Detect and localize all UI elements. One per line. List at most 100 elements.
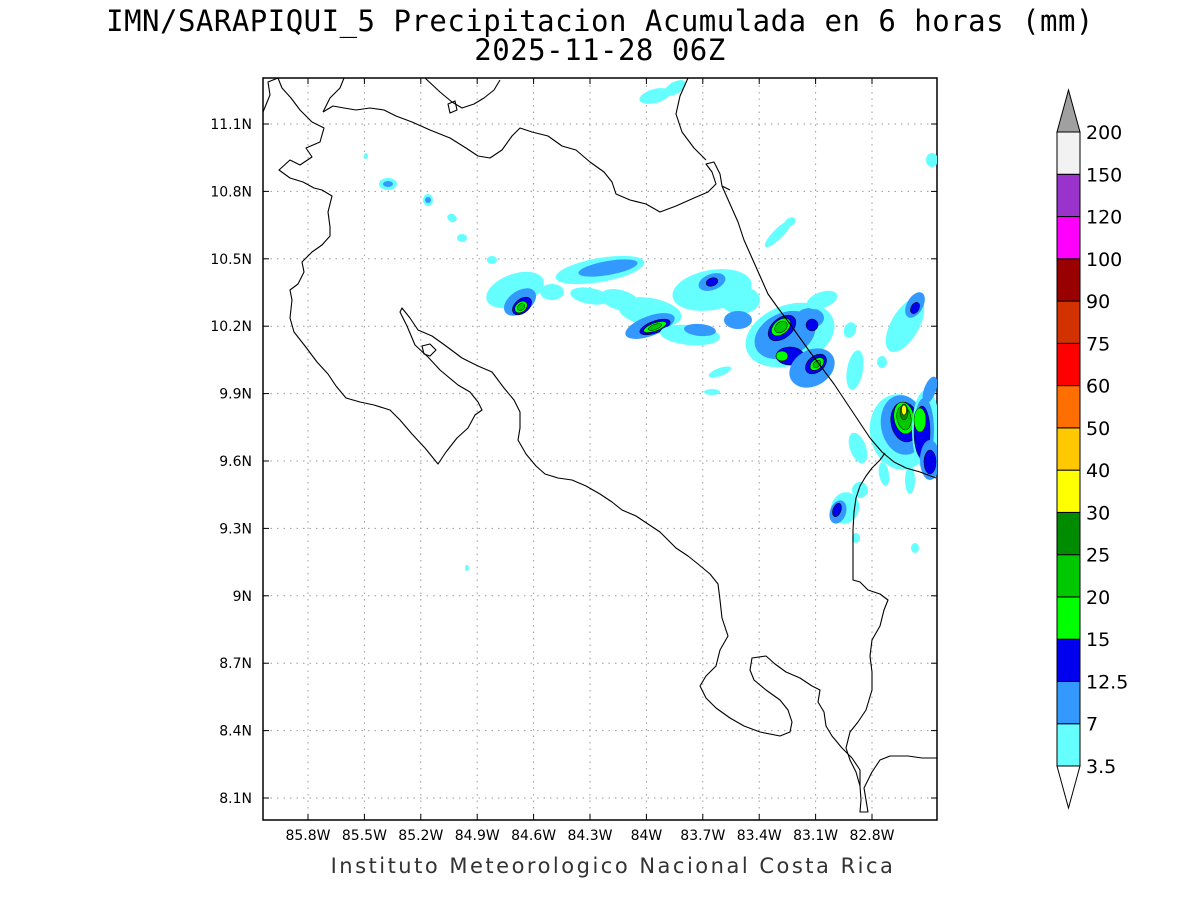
colorbar-swatch (1056, 342, 1081, 387)
rain-contour (570, 287, 610, 305)
y-tick-label: 9.6N (219, 454, 252, 470)
rain-contour (425, 197, 431, 203)
rain-contour (465, 565, 469, 571)
rain-contour (774, 320, 788, 334)
colorbar-swatch (1056, 511, 1081, 556)
rain-contour (852, 533, 860, 543)
border-nicaragua (322, 78, 345, 113)
rain-contour (684, 323, 716, 337)
x-tick-label: 83.7W (680, 828, 725, 844)
rain-contour (905, 466, 915, 494)
colorbar-label: 150 (1086, 164, 1122, 186)
x-tick-label: 83.4W (737, 828, 782, 844)
rain-contour (704, 389, 720, 395)
y-tick-label: 9.3N (219, 521, 252, 537)
x-tick-label: 85.2W (398, 828, 443, 844)
colorbar-swatch (1056, 385, 1081, 429)
rain-contour (852, 482, 868, 498)
rain-contour (843, 322, 857, 338)
lake-outline (421, 343, 437, 357)
rain-contour (848, 432, 868, 464)
colorbar-swatch (1056, 300, 1081, 344)
rain-contour (832, 503, 842, 517)
y-tick-label: 10.8N (210, 184, 252, 200)
rain-contour (383, 181, 393, 187)
x-tick-label: 84.6W (511, 828, 556, 844)
colorbar-swatch (1056, 723, 1081, 767)
colorbar-label: 25 (1086, 545, 1110, 567)
y-tick-label: 8.7N (219, 656, 252, 672)
colorbar-swatch (1056, 216, 1081, 260)
rain-contour (784, 217, 796, 227)
y-tick-label: 9.9N (219, 387, 252, 403)
coastline-caribbean (322, 105, 731, 213)
rain-contour (805, 318, 819, 332)
colorbar-label: 30 (1086, 502, 1110, 524)
rain-contour (812, 360, 822, 368)
rain-contour (926, 153, 937, 167)
rain-contour (447, 213, 457, 223)
rain-contour (775, 350, 789, 362)
rain-contour (901, 404, 907, 416)
coastline-pacific (263, 78, 937, 813)
rain-contour (877, 356, 887, 368)
rain-contour (457, 234, 467, 242)
colorbar: 3.5 7 12.5 15 20 25 30 40 50 60 75 90 100 120 150 200 (1056, 88, 1128, 810)
colorbar-swatch (1056, 427, 1081, 471)
rain-contour (517, 303, 525, 311)
colorbar-label: 75 (1086, 333, 1110, 355)
x-tick-label: 83.1W (793, 828, 838, 844)
rain-contour (846, 350, 864, 390)
x-tick-label: 84.3W (567, 828, 612, 844)
colorbar-label: 120 (1086, 207, 1122, 229)
colorbar-swatch (1056, 173, 1081, 218)
chart-subtitle: 2025-11-28 06Z (474, 33, 726, 67)
rain-contour (724, 311, 752, 329)
rain-contour (639, 88, 671, 104)
colorbar-swatch (1056, 638, 1081, 682)
coastline-caribbean-east (721, 185, 937, 479)
colorbar-label: 12.5 (1086, 671, 1128, 693)
rain-contour (664, 80, 686, 96)
colorbar-swatch (1056, 596, 1081, 640)
border-panama (845, 452, 889, 787)
colorbar-swatch (1056, 258, 1081, 302)
rain-contour (364, 153, 368, 159)
x-tick-label: 85.8W (285, 828, 330, 844)
border-caribbean-coast-north (675, 78, 707, 161)
y-tick-label: 8.1N (219, 791, 252, 807)
colorbar-label: 40 (1086, 460, 1110, 482)
y-tick-label: 10.5N (210, 252, 252, 268)
rain-contour (913, 407, 927, 433)
coastline-nicaragua (424, 78, 501, 109)
y-tick-label: 9N (233, 589, 252, 605)
rain-contour (910, 302, 920, 314)
colorbar-swatch (1056, 469, 1081, 513)
rain-contour (806, 290, 838, 310)
y-tick-label: 8.4N (219, 724, 252, 740)
colorbar-label: 90 (1086, 291, 1110, 313)
rain-contour (911, 543, 919, 553)
credit-text: Instituto Meteorologico Nacional Costa R… (330, 854, 896, 878)
rain-contour (878, 462, 890, 486)
rain-contour (705, 277, 719, 287)
colorbar-label: 200 (1086, 122, 1122, 144)
y-tick-label: 10.2N (210, 319, 252, 335)
colorbar-label: 7 (1086, 714, 1098, 736)
colorbar-label: 15 (1086, 629, 1110, 651)
precipitation-field (364, 80, 937, 571)
rain-contour (720, 286, 760, 314)
y-tick-label: 11.1N (210, 117, 252, 133)
rain-contour (578, 259, 638, 277)
rain-contour (922, 376, 937, 404)
rain-contour (923, 449, 937, 475)
x-tick-label: 84.9W (455, 828, 500, 844)
colorbar-label: 3.5 (1086, 756, 1116, 778)
colorbar-label: 20 (1086, 587, 1110, 609)
axis-ticks: 85.8W 85.5W 85.2W 84.9W 84.6W 84.3W 84W 83.7W 83… (210, 78, 937, 844)
rain-contour (648, 323, 662, 331)
rain-contour (764, 220, 792, 248)
x-tick-label: 85.5W (342, 828, 387, 844)
x-tick-label: 82.8W (849, 828, 894, 844)
